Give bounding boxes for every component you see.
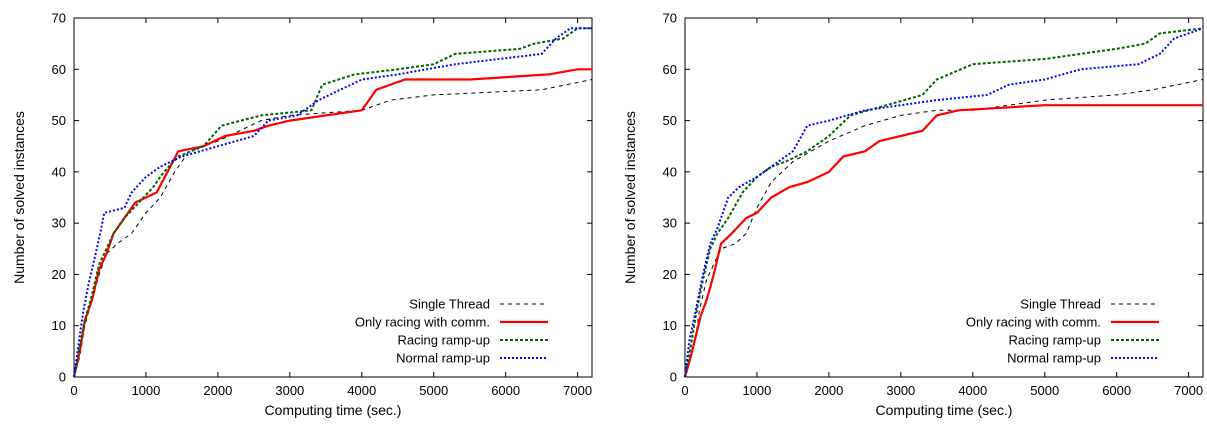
y-tick-label: 30 — [663, 216, 677, 231]
series-line-4 — [684, 27, 1204, 378]
y-tick-label: 0 — [670, 370, 677, 385]
legend-label: Racing ramp-up — [1009, 333, 1102, 348]
y-tick-label: 40 — [663, 164, 677, 179]
x-tick-label: 1000 — [131, 383, 160, 398]
legend-label: Normal ramp-up — [396, 351, 490, 366]
x-tick-label: 2000 — [814, 383, 843, 398]
series-line-3 — [73, 27, 592, 378]
x-tick-label: 5000 — [1030, 383, 1059, 398]
y-tick-label: 30 — [52, 216, 66, 231]
x-tick-label: 3000 — [886, 383, 915, 398]
series-line-4 — [73, 27, 592, 378]
x-tick-label: 7000 — [563, 383, 592, 398]
y-tick-label: 50 — [52, 113, 66, 128]
legend-label: Normal ramp-up — [1007, 351, 1101, 366]
y-tick-label: 70 — [52, 11, 66, 26]
y-tick-label: 10 — [663, 318, 677, 333]
x-tick-label: 5000 — [419, 383, 448, 398]
series-line-1 — [73, 79, 593, 378]
x-axis-label: Computing time (sec.) — [876, 402, 1013, 418]
series-line-2 — [683, 104, 1203, 378]
x-tick-label: 6000 — [1102, 383, 1131, 398]
x-tick-label: 0 — [70, 383, 77, 398]
legend-label: Single Thread — [1020, 297, 1101, 312]
x-tick-label: 1000 — [742, 383, 771, 398]
x-tick-label: 0 — [681, 383, 688, 398]
series-line-1 — [684, 79, 1204, 378]
legend-label: Racing ramp-up — [398, 333, 491, 348]
y-axis-label: Number of solved instances — [11, 111, 27, 284]
legend-label: Only racing with comm. — [355, 315, 490, 330]
y-axis-label: Number of solved instances — [622, 111, 638, 284]
plot-frame — [684, 17, 1204, 378]
y-tick-label: 20 — [663, 267, 677, 282]
legend: Single Thread Only racing with comm. Racin… — [966, 297, 1159, 366]
x-axis-label: Computing time (sec.) — [265, 402, 402, 418]
x-tick-label: 6000 — [491, 383, 520, 398]
y-tick-label: 20 — [52, 267, 66, 282]
y-tick-label: 50 — [663, 113, 677, 128]
x-tick-label: 4000 — [958, 383, 987, 398]
legend-label: Only racing with comm. — [966, 315, 1101, 330]
y-tick-label: 10 — [52, 318, 66, 333]
x-tick-label: 3000 — [275, 383, 304, 398]
chart-panel-1: 0 1000 2000 3000 4000 5000 6000 7000 0 10 20 30 40 50… — [11, 11, 593, 418]
series-line-3 — [684, 27, 1204, 378]
y-tick-label: 40 — [52, 164, 66, 179]
x-tick-label: 4000 — [347, 383, 376, 398]
x-tick-label: 7000 — [1174, 383, 1203, 398]
legend-label: Single Thread — [409, 297, 490, 312]
plot-frame — [73, 17, 593, 378]
y-tick-label: 0 — [59, 370, 66, 385]
y-tick-label: 60 — [52, 62, 66, 77]
y-tick-label: 70 — [663, 11, 677, 26]
chart-panel-2: 0 1000 2000 3000 4000 5000 6000 7000 0 10 20 30 40 50… — [622, 11, 1204, 418]
legend: Single Thread Only racing with comm. Racin… — [355, 297, 548, 366]
series-line-2 — [72, 68, 592, 378]
y-tick-label: 60 — [663, 62, 677, 77]
x-tick-label: 2000 — [203, 383, 232, 398]
